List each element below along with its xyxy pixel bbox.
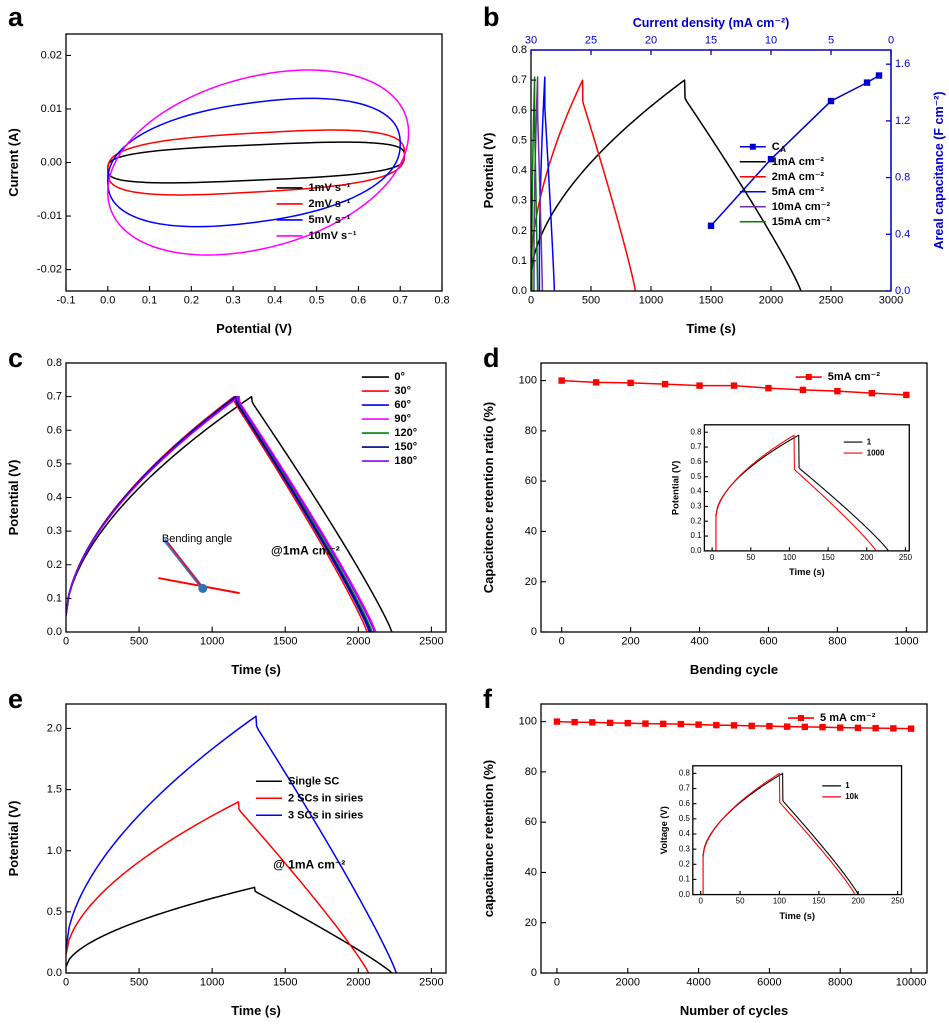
panel-label-c: c <box>8 343 24 373</box>
chart-canvas-gcd-capacitance <box>475 0 949 341</box>
panel-a: a <box>0 0 474 341</box>
chart-canvas-bending-retention <box>475 341 949 682</box>
panel-b: b <box>475 0 949 341</box>
chart-canvas-cv-curves <box>0 0 474 341</box>
chart-canvas-series-sc-gcd <box>0 682 474 1023</box>
panel-d: d <box>475 341 949 682</box>
panel-label-b: b <box>483 2 500 32</box>
panel-c: c <box>0 341 474 682</box>
panel-label-e: e <box>8 684 24 714</box>
chart-canvas-cycle-retention <box>475 682 949 1023</box>
panel-label-f: f <box>483 684 492 714</box>
panel-e: e <box>0 682 474 1023</box>
panel-f: f <box>475 682 949 1023</box>
panel-label-d: d <box>483 343 500 373</box>
panel-label-a: a <box>8 2 24 32</box>
chart-canvas-bending-angle-gcd <box>0 341 474 682</box>
